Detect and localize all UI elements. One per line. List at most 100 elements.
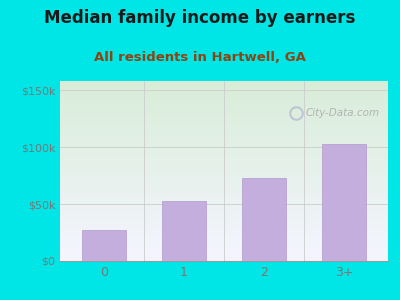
Text: City-Data.com: City-Data.com bbox=[306, 108, 380, 118]
Bar bbox=[60, 132, 388, 134]
Bar bbox=[242, 178, 286, 261]
Bar bbox=[60, 148, 388, 150]
Bar bbox=[60, 242, 388, 243]
Bar bbox=[60, 248, 388, 249]
Bar bbox=[60, 236, 388, 237]
Bar bbox=[60, 146, 388, 147]
Bar bbox=[60, 174, 388, 176]
Bar bbox=[60, 228, 388, 230]
Bar bbox=[60, 100, 388, 102]
Bar bbox=[322, 144, 366, 261]
Bar bbox=[60, 106, 388, 108]
Bar bbox=[60, 210, 388, 212]
Bar bbox=[60, 136, 388, 138]
Bar bbox=[60, 110, 388, 111]
Bar bbox=[60, 81, 388, 82]
Bar bbox=[82, 230, 126, 261]
Bar bbox=[60, 186, 388, 188]
Bar bbox=[60, 254, 388, 255]
Bar bbox=[60, 114, 388, 116]
Bar bbox=[60, 84, 388, 86]
Bar bbox=[60, 130, 388, 132]
Bar bbox=[60, 124, 388, 126]
Bar bbox=[162, 201, 206, 261]
Bar bbox=[60, 200, 388, 201]
Bar bbox=[60, 140, 388, 141]
Bar bbox=[60, 88, 388, 90]
Bar bbox=[60, 244, 388, 246]
Bar bbox=[60, 258, 388, 260]
Bar bbox=[60, 94, 388, 96]
Bar bbox=[60, 180, 388, 182]
Bar bbox=[60, 230, 388, 231]
Bar bbox=[60, 129, 388, 130]
Bar bbox=[60, 96, 388, 98]
Bar bbox=[60, 150, 388, 152]
Bar bbox=[60, 231, 388, 232]
Bar bbox=[60, 224, 388, 225]
Bar bbox=[60, 147, 388, 148]
Bar bbox=[60, 218, 388, 219]
Bar bbox=[60, 103, 388, 105]
Bar bbox=[60, 198, 388, 200]
Bar bbox=[60, 189, 388, 190]
Bar bbox=[60, 219, 388, 220]
Bar bbox=[60, 99, 388, 100]
Bar bbox=[60, 182, 388, 183]
Bar bbox=[60, 111, 388, 112]
Bar bbox=[60, 178, 388, 180]
Bar bbox=[60, 105, 388, 106]
Bar bbox=[60, 152, 388, 153]
Bar bbox=[60, 167, 388, 168]
Bar bbox=[60, 165, 388, 166]
Bar bbox=[60, 195, 388, 196]
Bar bbox=[60, 142, 388, 144]
Bar bbox=[60, 250, 388, 252]
Bar bbox=[60, 194, 388, 195]
Bar bbox=[60, 85, 388, 87]
Bar bbox=[60, 225, 388, 226]
Bar bbox=[60, 249, 388, 250]
Bar bbox=[60, 120, 388, 122]
Bar bbox=[60, 134, 388, 135]
Bar bbox=[60, 90, 388, 92]
Bar bbox=[60, 126, 388, 128]
Bar bbox=[60, 212, 388, 213]
Bar bbox=[60, 128, 388, 129]
Bar bbox=[60, 184, 388, 186]
Bar bbox=[60, 234, 388, 236]
Bar bbox=[60, 220, 388, 222]
Bar bbox=[60, 164, 388, 165]
Bar bbox=[60, 190, 388, 192]
Bar bbox=[60, 232, 388, 234]
Bar bbox=[60, 123, 388, 124]
Bar bbox=[60, 118, 388, 120]
Bar bbox=[60, 201, 388, 202]
Bar bbox=[60, 172, 388, 174]
Bar bbox=[60, 207, 388, 208]
Bar bbox=[60, 135, 388, 136]
Bar bbox=[60, 92, 388, 93]
Text: Median family income by earners: Median family income by earners bbox=[44, 9, 356, 27]
Bar bbox=[60, 255, 388, 256]
Bar bbox=[60, 243, 388, 244]
Bar bbox=[60, 208, 388, 210]
Bar bbox=[60, 93, 388, 94]
Bar bbox=[60, 204, 388, 206]
Bar bbox=[60, 160, 388, 162]
Bar bbox=[60, 102, 388, 104]
Bar bbox=[60, 213, 388, 214]
Bar bbox=[60, 214, 388, 216]
Bar bbox=[60, 116, 388, 117]
Bar bbox=[60, 177, 388, 178]
Bar bbox=[60, 153, 388, 154]
Bar bbox=[60, 171, 388, 172]
Bar bbox=[60, 122, 388, 123]
Bar bbox=[60, 168, 388, 170]
Bar bbox=[60, 82, 388, 84]
Bar bbox=[60, 141, 388, 142]
Bar bbox=[60, 162, 388, 164]
Bar bbox=[60, 246, 388, 247]
Bar bbox=[60, 156, 388, 158]
Bar bbox=[60, 117, 388, 118]
